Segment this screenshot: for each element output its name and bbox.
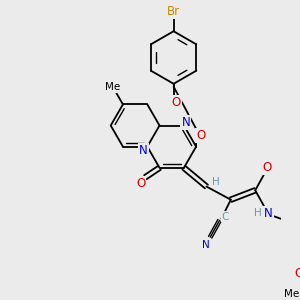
Text: H: H (254, 208, 262, 218)
Text: H: H (212, 177, 220, 187)
Text: O: O (295, 267, 300, 280)
Text: N: N (182, 116, 190, 129)
Text: N: N (139, 144, 148, 157)
Text: O: O (196, 129, 206, 142)
Text: Br: Br (167, 5, 180, 18)
Text: C: C (221, 212, 229, 222)
Text: O: O (136, 177, 146, 190)
Text: Me: Me (284, 289, 299, 298)
Text: N: N (202, 240, 209, 250)
Text: Me: Me (105, 82, 121, 92)
Text: O: O (263, 161, 272, 174)
Text: N: N (264, 207, 273, 220)
Text: O: O (172, 96, 181, 109)
